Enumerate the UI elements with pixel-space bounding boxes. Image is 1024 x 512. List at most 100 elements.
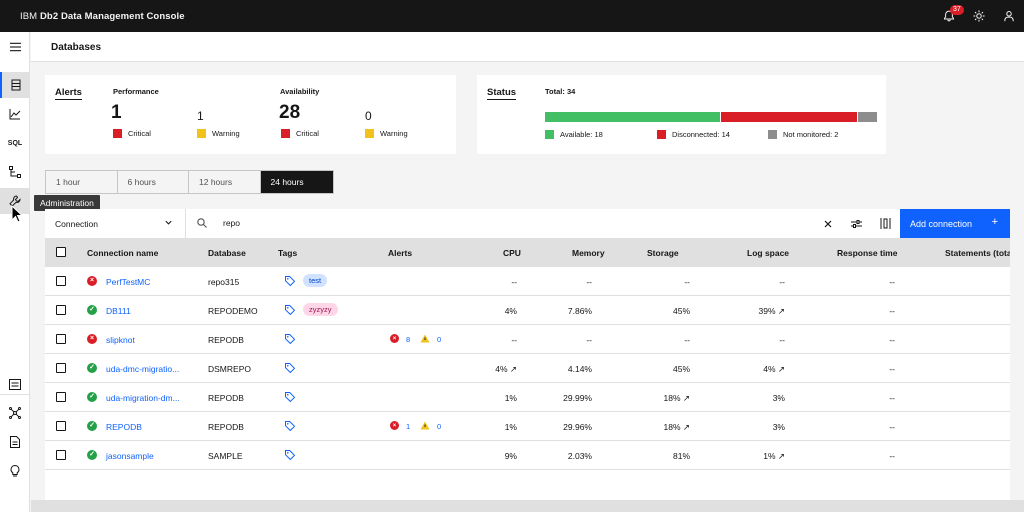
time-range-6h[interactable]: 6 hours	[118, 171, 189, 193]
tag-icon[interactable]	[285, 334, 295, 344]
row-checkbox[interactable]	[56, 334, 66, 344]
tag-chip[interactable]: zyzyzy	[303, 303, 338, 316]
tag-icon[interactable]	[285, 421, 295, 431]
table-row[interactable]: × slipknot REPODB × 8 0 -- -- -- -- --	[45, 325, 1010, 354]
disconnected-segment[interactable]	[720, 112, 857, 122]
row-checkbox[interactable]	[56, 392, 66, 402]
tag-icon[interactable]	[285, 363, 295, 373]
horizontal-scrollbar[interactable]	[31, 500, 1024, 512]
avail-warning-legend: Warning	[365, 129, 408, 138]
nav-jobs[interactable]	[0, 371, 30, 397]
available-segment[interactable]	[545, 112, 720, 122]
warning-alert-count[interactable]: 0	[437, 422, 442, 431]
network-icon	[9, 407, 21, 419]
search-field[interactable]: repo	[187, 209, 807, 238]
connection-name-link[interactable]: jasonsample	[106, 451, 154, 461]
tag-chip[interactable]: test	[303, 274, 328, 287]
administration-tooltip: Administration	[34, 195, 100, 211]
time-range-24h[interactable]: 24 hours	[260, 171, 333, 193]
page-header: Databases	[31, 32, 1024, 62]
col-memory[interactable]: Memory	[572, 248, 605, 258]
time-range-12h[interactable]: 12 hours	[189, 171, 261, 193]
col-alerts[interactable]: Alerts	[388, 248, 413, 258]
col-response-time[interactable]: Response time	[837, 248, 898, 258]
table-row[interactable]: ✓ REPODB REPODB × 1 0 1% 29.96% 18% ↗ 3% --	[45, 412, 1010, 441]
nav-documents[interactable]	[0, 429, 30, 455]
row-checkbox[interactable]	[56, 363, 66, 373]
table-row[interactable]: × PerfTestMC repo315 test -- -- -- -- --	[45, 267, 1010, 296]
row-checkbox[interactable]	[56, 450, 66, 460]
theme-toggle-button[interactable]	[964, 0, 994, 32]
critical-alert-count[interactable]: 1	[406, 422, 411, 431]
cpu-cell: --	[511, 277, 517, 287]
nav-databases[interactable]	[0, 72, 30, 98]
row-checkbox[interactable]	[56, 421, 66, 431]
chevron-down-icon	[165, 220, 172, 225]
connection-name-link[interactable]: DB111	[106, 306, 131, 316]
nav-explore[interactable]	[0, 159, 30, 185]
connection-name-link[interactable]: slipknot	[106, 335, 135, 345]
storage-cell: --	[684, 277, 690, 287]
filter-dropdown[interactable]: Connection	[45, 209, 186, 238]
time-range-1h[interactable]: 1 hour	[46, 171, 118, 193]
menu-button[interactable]	[0, 34, 30, 60]
connections-table: Connection name Database Tags Alerts CPU…	[45, 238, 1010, 500]
status-tile: Status Total: 34 Available: 18 Disconnec…	[477, 75, 886, 154]
not-monitored-segment[interactable]	[857, 112, 877, 122]
user-icon	[1004, 11, 1014, 22]
nav-connections[interactable]	[0, 400, 30, 426]
col-cpu[interactable]: CPU	[503, 248, 521, 258]
table-row[interactable]: ✓ uda-migration-dm... REPODB 1% 29.99% 18% ↗ 3…	[45, 383, 1010, 412]
perf-critical-count[interactable]: 1	[111, 102, 122, 123]
app-title[interactable]: IBM Db2 Data Management Console	[20, 11, 185, 22]
column-settings-button[interactable]	[871, 209, 900, 238]
log-space-cell: 3%	[772, 393, 785, 403]
tag-icon[interactable]	[285, 305, 295, 315]
table-row[interactable]: ✓ uda-dmc-migratio... DSMREPO 4% ↗ 4.14% 45% 4…	[45, 354, 1010, 383]
vertical-scrollbar[interactable]	[1010, 209, 1024, 500]
log-space-cell: --	[779, 277, 785, 287]
filter-settings-button[interactable]	[842, 209, 871, 238]
warning-swatch	[197, 129, 206, 138]
user-profile-button[interactable]	[994, 0, 1024, 32]
connection-name-link[interactable]: PerfTestMC	[106, 277, 151, 287]
row-checkbox[interactable]	[56, 276, 66, 286]
row-checkbox[interactable]	[56, 305, 66, 315]
memory-cell: 7.86%	[567, 306, 592, 316]
col-log-space[interactable]: Log space	[747, 248, 790, 258]
critical-alert-count[interactable]: 8	[406, 335, 411, 344]
col-storage[interactable]: Storage	[647, 248, 679, 258]
col-connection-name[interactable]: Connection name	[87, 248, 159, 258]
brand-name: Db2 Data Management Console	[39, 10, 185, 22]
perf-warning-count[interactable]: 1	[197, 109, 204, 123]
tag-icon[interactable]	[285, 276, 295, 286]
warning-alert-count[interactable]: 0	[437, 335, 442, 344]
nav-monitor[interactable]	[0, 101, 30, 127]
clear-search-button[interactable]	[813, 209, 842, 238]
status-total: Total: 34	[545, 87, 576, 96]
notifications-button[interactable]: 37	[934, 0, 964, 32]
table-row[interactable]: ✓ jasonsample SAMPLE 9% 2.03% 81% 1% ↗ --	[45, 441, 1010, 470]
nav-learn[interactable]	[0, 458, 30, 484]
tag-icon[interactable]	[285, 450, 295, 460]
search-input[interactable]: repo	[223, 218, 241, 228]
connection-name-link[interactable]: uda-migration-dm...	[106, 393, 180, 403]
col-database[interactable]: Database	[208, 248, 246, 258]
cpu-cell: 1%	[504, 393, 517, 403]
connection-name-link[interactable]: uda-dmc-migratio...	[106, 364, 180, 374]
response-time-cell: --	[889, 364, 895, 374]
log-space-cell: 39% ↗	[758, 306, 786, 316]
table-row[interactable]: ✓ DB111 REPODEMO zyzyzy 4% 7.86% 45% 39% ↗ --	[45, 296, 1010, 325]
col-tags[interactable]: Tags	[278, 248, 298, 258]
avail-warning-count[interactable]: 0	[365, 109, 372, 123]
add-connection-button[interactable]: Add connection +	[900, 209, 1010, 238]
status-title: Status	[487, 87, 517, 100]
col-statements[interactable]: Statements (tota	[945, 248, 1010, 258]
connection-name-link[interactable]: REPODB	[106, 422, 142, 432]
select-all-checkbox[interactable]	[56, 247, 66, 257]
avail-critical-count[interactable]: 28	[279, 102, 301, 123]
database-cell: SAMPLE	[208, 451, 243, 461]
alerts-title: Alerts	[55, 87, 82, 100]
tag-icon[interactable]	[285, 392, 295, 402]
nav-sql[interactable]: SQL	[0, 130, 30, 156]
